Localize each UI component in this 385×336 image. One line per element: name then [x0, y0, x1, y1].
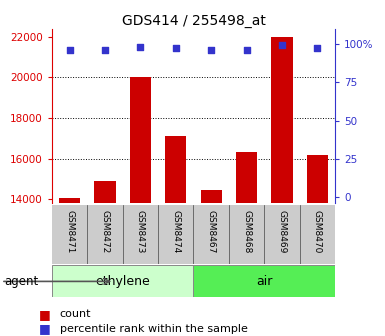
Text: GSM8471: GSM8471	[65, 210, 74, 253]
Text: GSM8472: GSM8472	[100, 210, 110, 253]
Text: count: count	[60, 309, 91, 319]
Text: ethylene: ethylene	[95, 275, 150, 288]
Bar	[130, 77, 151, 336]
Bar	[59, 198, 80, 336]
Bar	[271, 37, 293, 336]
Bar	[193, 265, 335, 297]
Text: GSM8474: GSM8474	[171, 210, 180, 253]
Text: agent: agent	[4, 275, 38, 288]
Bar	[306, 155, 328, 336]
Bar	[236, 153, 257, 336]
Point	[208, 47, 214, 53]
Text: GSM8473: GSM8473	[136, 210, 145, 253]
Text: GSM8468: GSM8468	[242, 210, 251, 253]
Point	[173, 46, 179, 51]
Text: ■: ■	[38, 322, 50, 335]
Point	[279, 43, 285, 48]
Point	[102, 47, 108, 53]
Title: GDS414 / 255498_at: GDS414 / 255498_at	[122, 13, 265, 28]
Point	[243, 47, 249, 53]
Point	[137, 44, 144, 50]
Point	[314, 46, 320, 51]
Text: GSM8470: GSM8470	[313, 210, 322, 253]
Point	[67, 47, 73, 53]
Text: ■: ■	[38, 308, 50, 321]
Text: GSM8467: GSM8467	[207, 210, 216, 253]
Bar	[52, 265, 193, 297]
Bar	[94, 181, 116, 336]
Text: percentile rank within the sample: percentile rank within the sample	[60, 324, 248, 334]
Text: air: air	[256, 275, 273, 288]
Bar	[165, 136, 186, 336]
Bar	[201, 190, 222, 336]
Text: GSM8469: GSM8469	[277, 210, 286, 253]
